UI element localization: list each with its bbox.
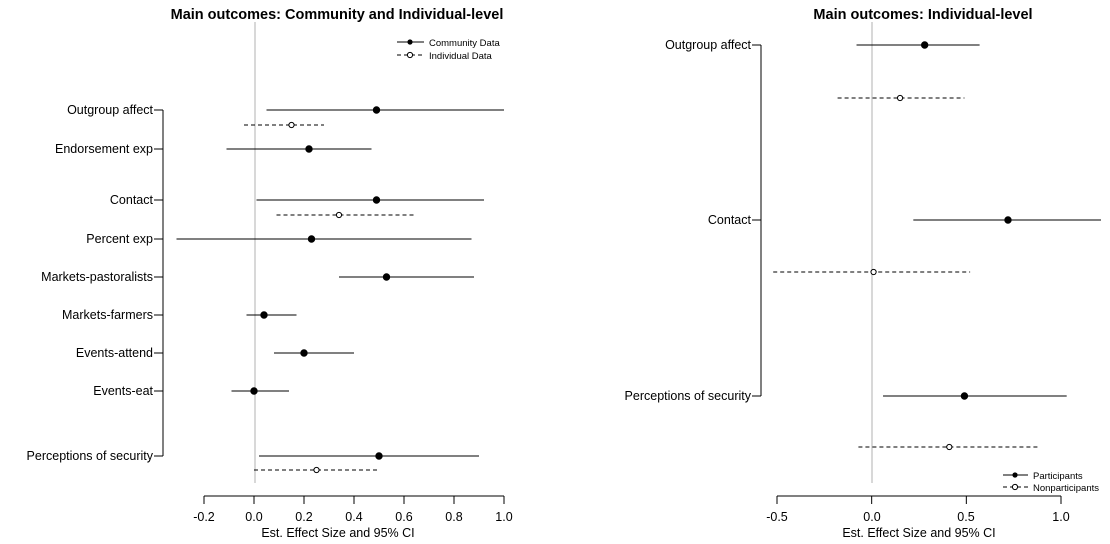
right-panel: Main outcomes: Individual-level Outgroup…: [625, 7, 1101, 540]
point-estimate: [960, 392, 969, 400]
right-legend: Participants Nonparticipants: [1003, 471, 1099, 494]
right-x-tick-label: -0.5: [766, 510, 788, 524]
left-x-axis-label: Est. Effect Size and 95% CI: [261, 526, 414, 540]
left-category-label: Endorsement exp: [55, 142, 153, 156]
right-y-ticks: [752, 44, 761, 397]
left-category-label: Outgroup affect: [67, 103, 153, 117]
left-category-label: Percent exp: [86, 232, 153, 246]
point-estimate: [372, 196, 381, 204]
point-estimate: [372, 106, 381, 114]
point-estimate: [382, 273, 391, 281]
point-estimate-open: [870, 268, 877, 276]
left-x-tick-label: 0.2: [295, 510, 312, 524]
legend-label: Participants: [1033, 471, 1083, 482]
point-estimate-open: [946, 443, 953, 451]
right-category-label: Perceptions of security: [625, 389, 752, 403]
point-estimate: [305, 145, 313, 153]
right-x-tick-label: 0.0: [863, 510, 880, 524]
left-y-ticks: [154, 109, 163, 457]
legend-label: Individual Data: [429, 51, 493, 62]
left-category-label: Markets-farmers: [62, 308, 153, 322]
right-category-label: Contact: [708, 213, 752, 227]
right-x-ticks: [776, 496, 1062, 504]
left-category-label: Contact: [110, 193, 154, 207]
point-estimate-open: [335, 211, 343, 219]
point-estimate: [307, 235, 316, 243]
right-x-tick-label: 1.0: [1052, 510, 1069, 524]
left-marks: [176, 106, 504, 474]
left-panel: Main outcomes: Community and Individual-…: [27, 7, 513, 540]
point-estimate: [375, 452, 383, 460]
right-chart-title: Main outcomes: Individual-level: [813, 7, 1032, 23]
left-x-tick-label: 0.8: [445, 510, 462, 524]
point-estimate-open: [313, 466, 320, 474]
right-category-label: Outgroup affect: [665, 38, 751, 52]
point-estimate: [250, 387, 258, 395]
legend-label: Nonparticipants: [1033, 483, 1099, 494]
left-x-tick-label: 0.0: [245, 510, 262, 524]
left-x-tick-label: 1.0: [495, 510, 512, 524]
left-x-tick-label: 0.6: [395, 510, 412, 524]
point-estimate: [1004, 216, 1012, 224]
left-category-label: Perceptions of security: [27, 449, 154, 463]
left-chart-title: Main outcomes: Community and Individual-…: [171, 7, 504, 23]
right-x-axis-label: Est. Effect Size and 95% CI: [842, 526, 995, 540]
left-category-label: Events-eat: [93, 384, 153, 398]
left-category-label: Events-attend: [76, 346, 153, 360]
point-estimate: [260, 311, 268, 319]
legend-filled-marker: [407, 39, 413, 45]
point-estimate: [920, 41, 929, 49]
legend-label: Community Data: [429, 38, 500, 49]
left-x-tick-label: 0.4: [345, 510, 362, 524]
point-estimate-open: [896, 94, 904, 102]
right-marks: [773, 41, 1101, 451]
right-x-tick-label: 0.5: [957, 510, 974, 524]
legend-open-marker: [406, 51, 414, 59]
point-estimate: [300, 349, 308, 357]
left-category-label: Markets-pastoralists: [41, 270, 153, 284]
left-x-tick-label: -0.2: [193, 510, 215, 524]
legend-open-marker: [1011, 483, 1019, 491]
point-estimate-open: [288, 121, 295, 129]
left-x-ticks: [203, 496, 505, 504]
left-legend: Community Data Individual Data: [397, 38, 500, 62]
legend-filled-marker: [1012, 472, 1018, 478]
